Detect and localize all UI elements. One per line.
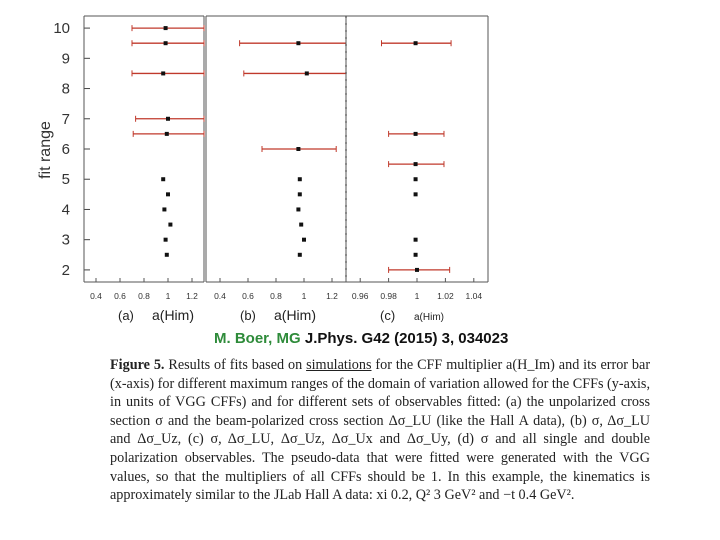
data-point <box>163 237 168 242</box>
panel-label: (a) <box>118 308 134 323</box>
y-tick-label: 2 <box>62 262 70 279</box>
plot-panels: 0.4 0.6 0.8 1 1.2 (a) a(Him) 0.4 0.6 0.8 1 1.2 (b) a(… <box>83 15 489 323</box>
x-tick-label: 0.6 <box>242 291 254 301</box>
panel-a: 0.4 0.6 0.8 1 1.2 (a) a(Him) <box>83 15 205 323</box>
y-tick-label: 9 <box>62 50 70 67</box>
data-point <box>413 162 418 167</box>
figure-caption: Figure 5. Results of fits based on simul… <box>110 356 650 505</box>
x-tick-label: 0.8 <box>270 291 282 301</box>
data-point <box>415 267 419 272</box>
data-point <box>296 147 301 151</box>
data-point <box>166 192 170 197</box>
x-tick-label: 1.2 <box>326 291 338 301</box>
x-axis-label: a(Him) <box>274 307 316 323</box>
data-point <box>166 116 170 121</box>
caption-text-start: Results of fits based on <box>168 357 303 373</box>
data-point <box>161 71 166 76</box>
data-point <box>413 192 418 197</box>
y-tick-label: 10 <box>53 20 70 37</box>
data-point <box>162 207 167 212</box>
data-point <box>161 177 166 182</box>
caption-underlined-word: simulations <box>306 357 372 373</box>
data-point <box>413 177 418 182</box>
x-tick-label: 0.98 <box>380 291 397 301</box>
data-point <box>297 252 302 257</box>
x-tick-label: 1.04 <box>466 291 483 301</box>
caption-text-body: for the CFF multiplier a(H_Im) and its e… <box>110 357 651 504</box>
y-tick-label: 3 <box>62 232 70 249</box>
y-tick-label: 4 <box>62 201 70 218</box>
citation-authors: M. Boer, MG <box>214 330 301 347</box>
panel-b: 0.4 0.6 0.8 1 1.2 (b) a(Him) <box>205 15 347 323</box>
x-tick-label: 1.02 <box>437 291 454 301</box>
data-point <box>163 26 168 31</box>
data-point <box>297 192 302 197</box>
y-tick-label: 5 <box>62 171 70 188</box>
x-tick-label: 1.2 <box>186 291 198 301</box>
data-point <box>296 41 301 46</box>
data-point <box>164 131 169 136</box>
data-point <box>302 237 306 242</box>
panel-c: 0.96 0.98 1 1.02 1.04 (c) a(Him) <box>345 15 489 323</box>
y-tick-label: 7 <box>62 111 70 128</box>
x-tick-label: 1 <box>302 291 307 301</box>
x-tick-label: 0.6 <box>114 291 126 301</box>
citation-reference: J.Phys. G42 (2015) 3, 034023 <box>304 330 509 347</box>
data-point <box>296 207 301 212</box>
y-tick-label: 8 <box>62 81 70 98</box>
y-axis-label: fit range <box>37 121 54 179</box>
data-point <box>413 252 418 257</box>
x-tick-label: 0.96 <box>352 291 369 301</box>
x-tick-label: 0.4 <box>90 291 102 301</box>
panel-label: (c) <box>380 308 395 323</box>
data-point <box>413 41 418 46</box>
y-tick-label: 6 <box>62 141 70 158</box>
data-point <box>413 131 418 136</box>
panel-label: (b) <box>240 308 256 323</box>
x-axis-label: a(Him) <box>152 307 194 323</box>
data-point <box>413 237 418 242</box>
y-axis: 2 3 4 5 6 7 8 9 10 <box>53 20 90 279</box>
x-tick-label: 1 <box>415 291 420 301</box>
data-point <box>297 177 302 182</box>
data-point <box>164 252 169 257</box>
citation: M. Boer, MG J.Phys. G42 (2015) 3, 034023 <box>214 330 508 347</box>
data-point <box>304 71 309 76</box>
x-tick-label: 0.4 <box>214 291 226 301</box>
caption-figure-label: Figure 5. <box>110 357 165 373</box>
data-point <box>299 222 304 227</box>
x-tick-label: 0.8 <box>138 291 150 301</box>
x-axis-label: a(Him) <box>414 312 444 323</box>
x-tick-label: 1 <box>166 291 171 301</box>
data-point <box>163 41 168 46</box>
data-point <box>168 222 173 227</box>
